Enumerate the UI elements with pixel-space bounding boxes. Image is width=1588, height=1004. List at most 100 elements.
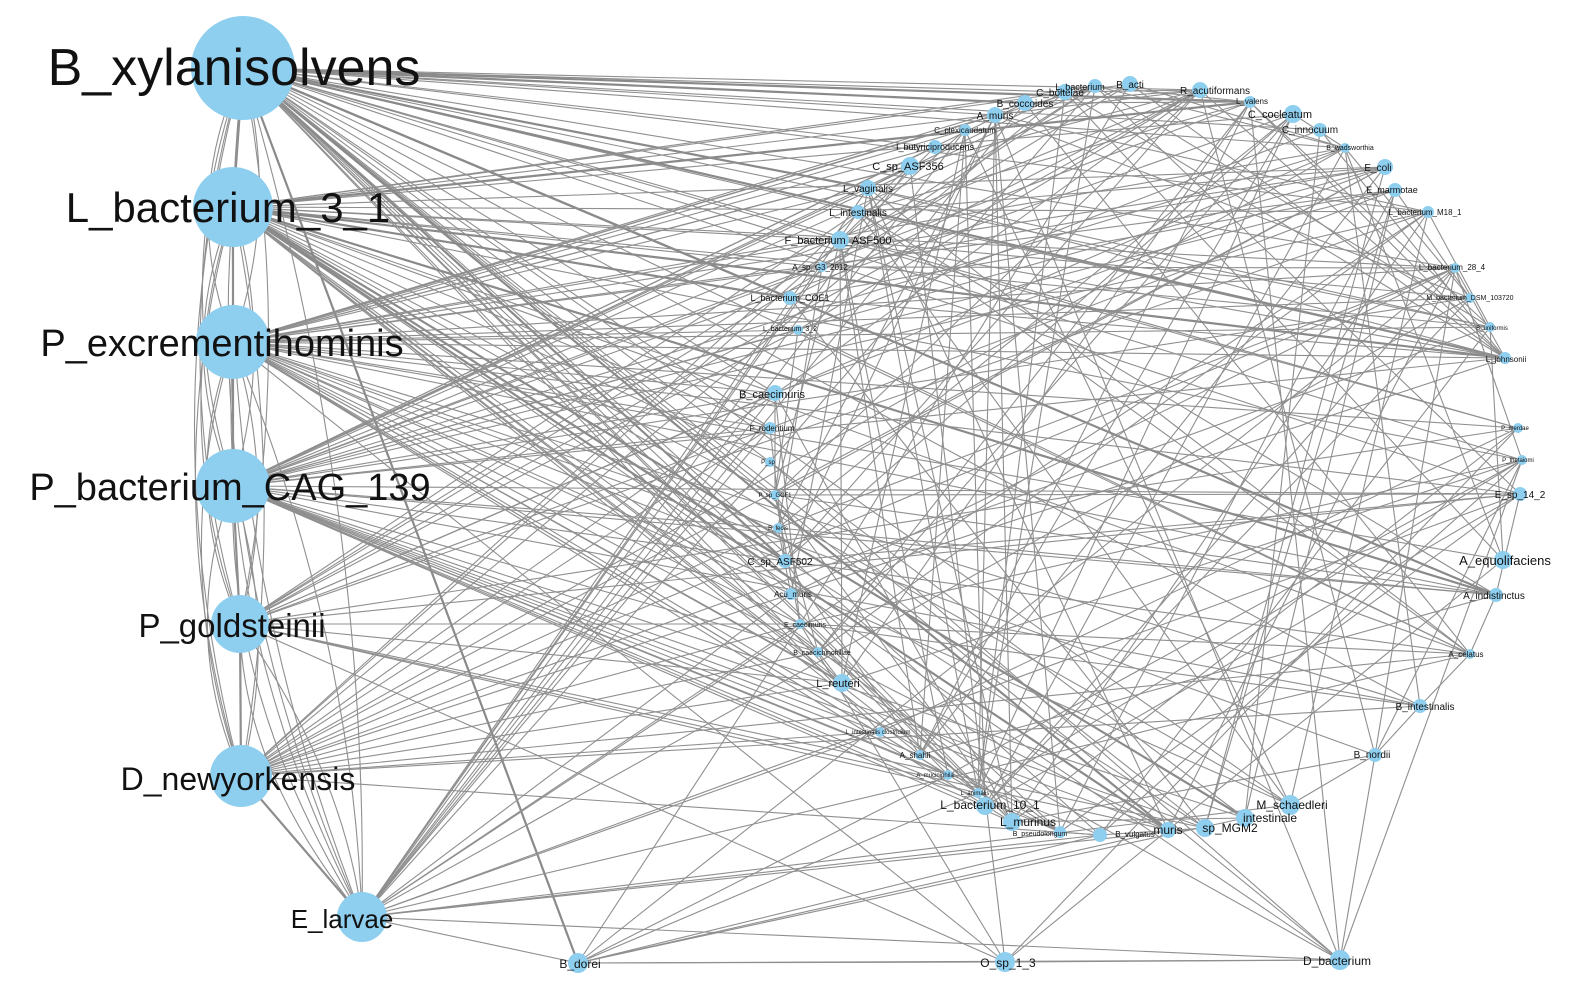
edge — [242, 67, 1421, 707]
edge — [577, 267, 1456, 964]
edge — [242, 67, 1523, 461]
edge — [232, 341, 1504, 561]
edge — [919, 113, 1294, 756]
node-label-c-sp-asf502: C_sp_ASF502 — [747, 557, 812, 568]
node-label-b-caecimuris: B_caecimuris — [739, 389, 806, 401]
edge — [232, 100, 1251, 209]
edge — [232, 206, 1246, 819]
node-label-r-acutiformans: R_acutiformans — [1180, 86, 1250, 97]
edge — [232, 166, 1386, 343]
edge — [577, 817, 1246, 964]
edge — [232, 206, 801, 625]
node-label-f-bacterium-asf500: F_bacterium_ASF500 — [785, 235, 892, 247]
edge — [867, 187, 979, 794]
edge — [239, 623, 979, 794]
edge — [964, 129, 986, 807]
edge — [857, 101, 1251, 213]
label-layer: B_xylanisolvens L_bacterium_3_1 P_excremen… — [29, 39, 1551, 971]
edge — [867, 187, 1169, 831]
edge — [577, 792, 979, 964]
edge — [1344, 147, 1421, 707]
node-b-uniformis — [1485, 322, 1495, 332]
edge — [1344, 147, 1471, 299]
edge — [790, 593, 1013, 823]
edge — [242, 67, 1519, 429]
edge — [977, 459, 1523, 794]
edge — [232, 165, 911, 487]
edge — [240, 166, 1386, 777]
edge-arc — [232, 485, 363, 918]
edge — [799, 623, 1471, 655]
edge — [790, 187, 869, 595]
node-label-p-merdae: P_merdae — [1501, 426, 1529, 432]
edge — [232, 129, 966, 343]
edge — [769, 461, 1246, 819]
edge — [1099, 326, 1491, 836]
edge — [232, 206, 1429, 213]
node-label-m-bacterium-dsm-103720: M_bacterium_DSM_103720 — [1426, 295, 1513, 302]
edge — [232, 267, 1456, 343]
edge — [232, 341, 1521, 495]
node-m-bacterium-dsm-103720 — [1465, 293, 1475, 303]
edge — [232, 206, 823, 268]
edge — [239, 89, 1201, 625]
edge — [774, 392, 801, 625]
edge — [1374, 459, 1523, 756]
edge — [774, 494, 1013, 823]
node-label-l-animalis: L_animalis — [961, 791, 990, 797]
edge — [769, 461, 1341, 961]
edge — [797, 329, 1471, 655]
node-p-merdae — [1513, 423, 1523, 433]
edge — [239, 329, 799, 625]
edge — [841, 459, 1523, 684]
node-l-bacterium-coe1 — [783, 291, 797, 305]
node-label-p-sp: P_sp — [761, 460, 775, 466]
node-label-l-valens: L_valens — [1236, 97, 1268, 106]
node-label-e-coli: E_coli — [1364, 163, 1391, 174]
edge — [242, 67, 841, 241]
edge — [239, 211, 1429, 625]
edge — [964, 129, 1291, 806]
edge — [232, 485, 1497, 596]
edge — [242, 67, 996, 116]
node-l-bacterium-10-1 — [976, 797, 994, 815]
edge — [240, 775, 1101, 836]
edge — [799, 459, 1523, 625]
edge — [1004, 959, 1341, 963]
node-a-equolifaciens — [1494, 551, 1512, 569]
edge — [240, 165, 911, 777]
edge — [232, 89, 1201, 487]
edge — [1204, 189, 1396, 829]
edge — [232, 206, 776, 394]
edge — [1394, 189, 1471, 299]
node-label-e-caecimuris: E_caecimuris — [784, 622, 827, 629]
node-label-p-thetaiomi: P_thetaiomi — [1502, 458, 1534, 464]
node-label-l-murinus: L_murinus — [1000, 815, 1056, 829]
edge — [232, 205, 1506, 360]
edge — [841, 129, 966, 684]
edge — [984, 493, 1521, 807]
edge — [577, 829, 1169, 964]
edge — [240, 682, 843, 777]
edge — [361, 211, 859, 918]
node-b-nordii — [1368, 748, 1382, 762]
edge — [1011, 211, 1429, 823]
node-label-l-johnsonii: L_johnsonii — [1486, 355, 1527, 364]
edge — [239, 493, 1521, 625]
hub-label-p-bacterium-cag-139: P_bacterium_CAG_139 — [29, 467, 430, 509]
edge — [239, 85, 1096, 625]
edge — [977, 85, 1096, 794]
edge — [361, 461, 771, 918]
hub-label-l-bacterium-3-1: L_bacterium_3_1 — [66, 184, 391, 231]
edge — [232, 206, 1291, 806]
node-label-a-muris: A_muris — [977, 111, 1014, 122]
edge — [777, 113, 1294, 529]
edge — [769, 85, 1096, 463]
edge — [774, 239, 841, 496]
edge — [977, 114, 996, 794]
edge — [977, 113, 1294, 794]
node-l-animalis — [973, 788, 983, 798]
node-label-l-bacterium-3-2: L_bacterium_3_2 — [763, 326, 817, 333]
edge — [857, 211, 1506, 359]
